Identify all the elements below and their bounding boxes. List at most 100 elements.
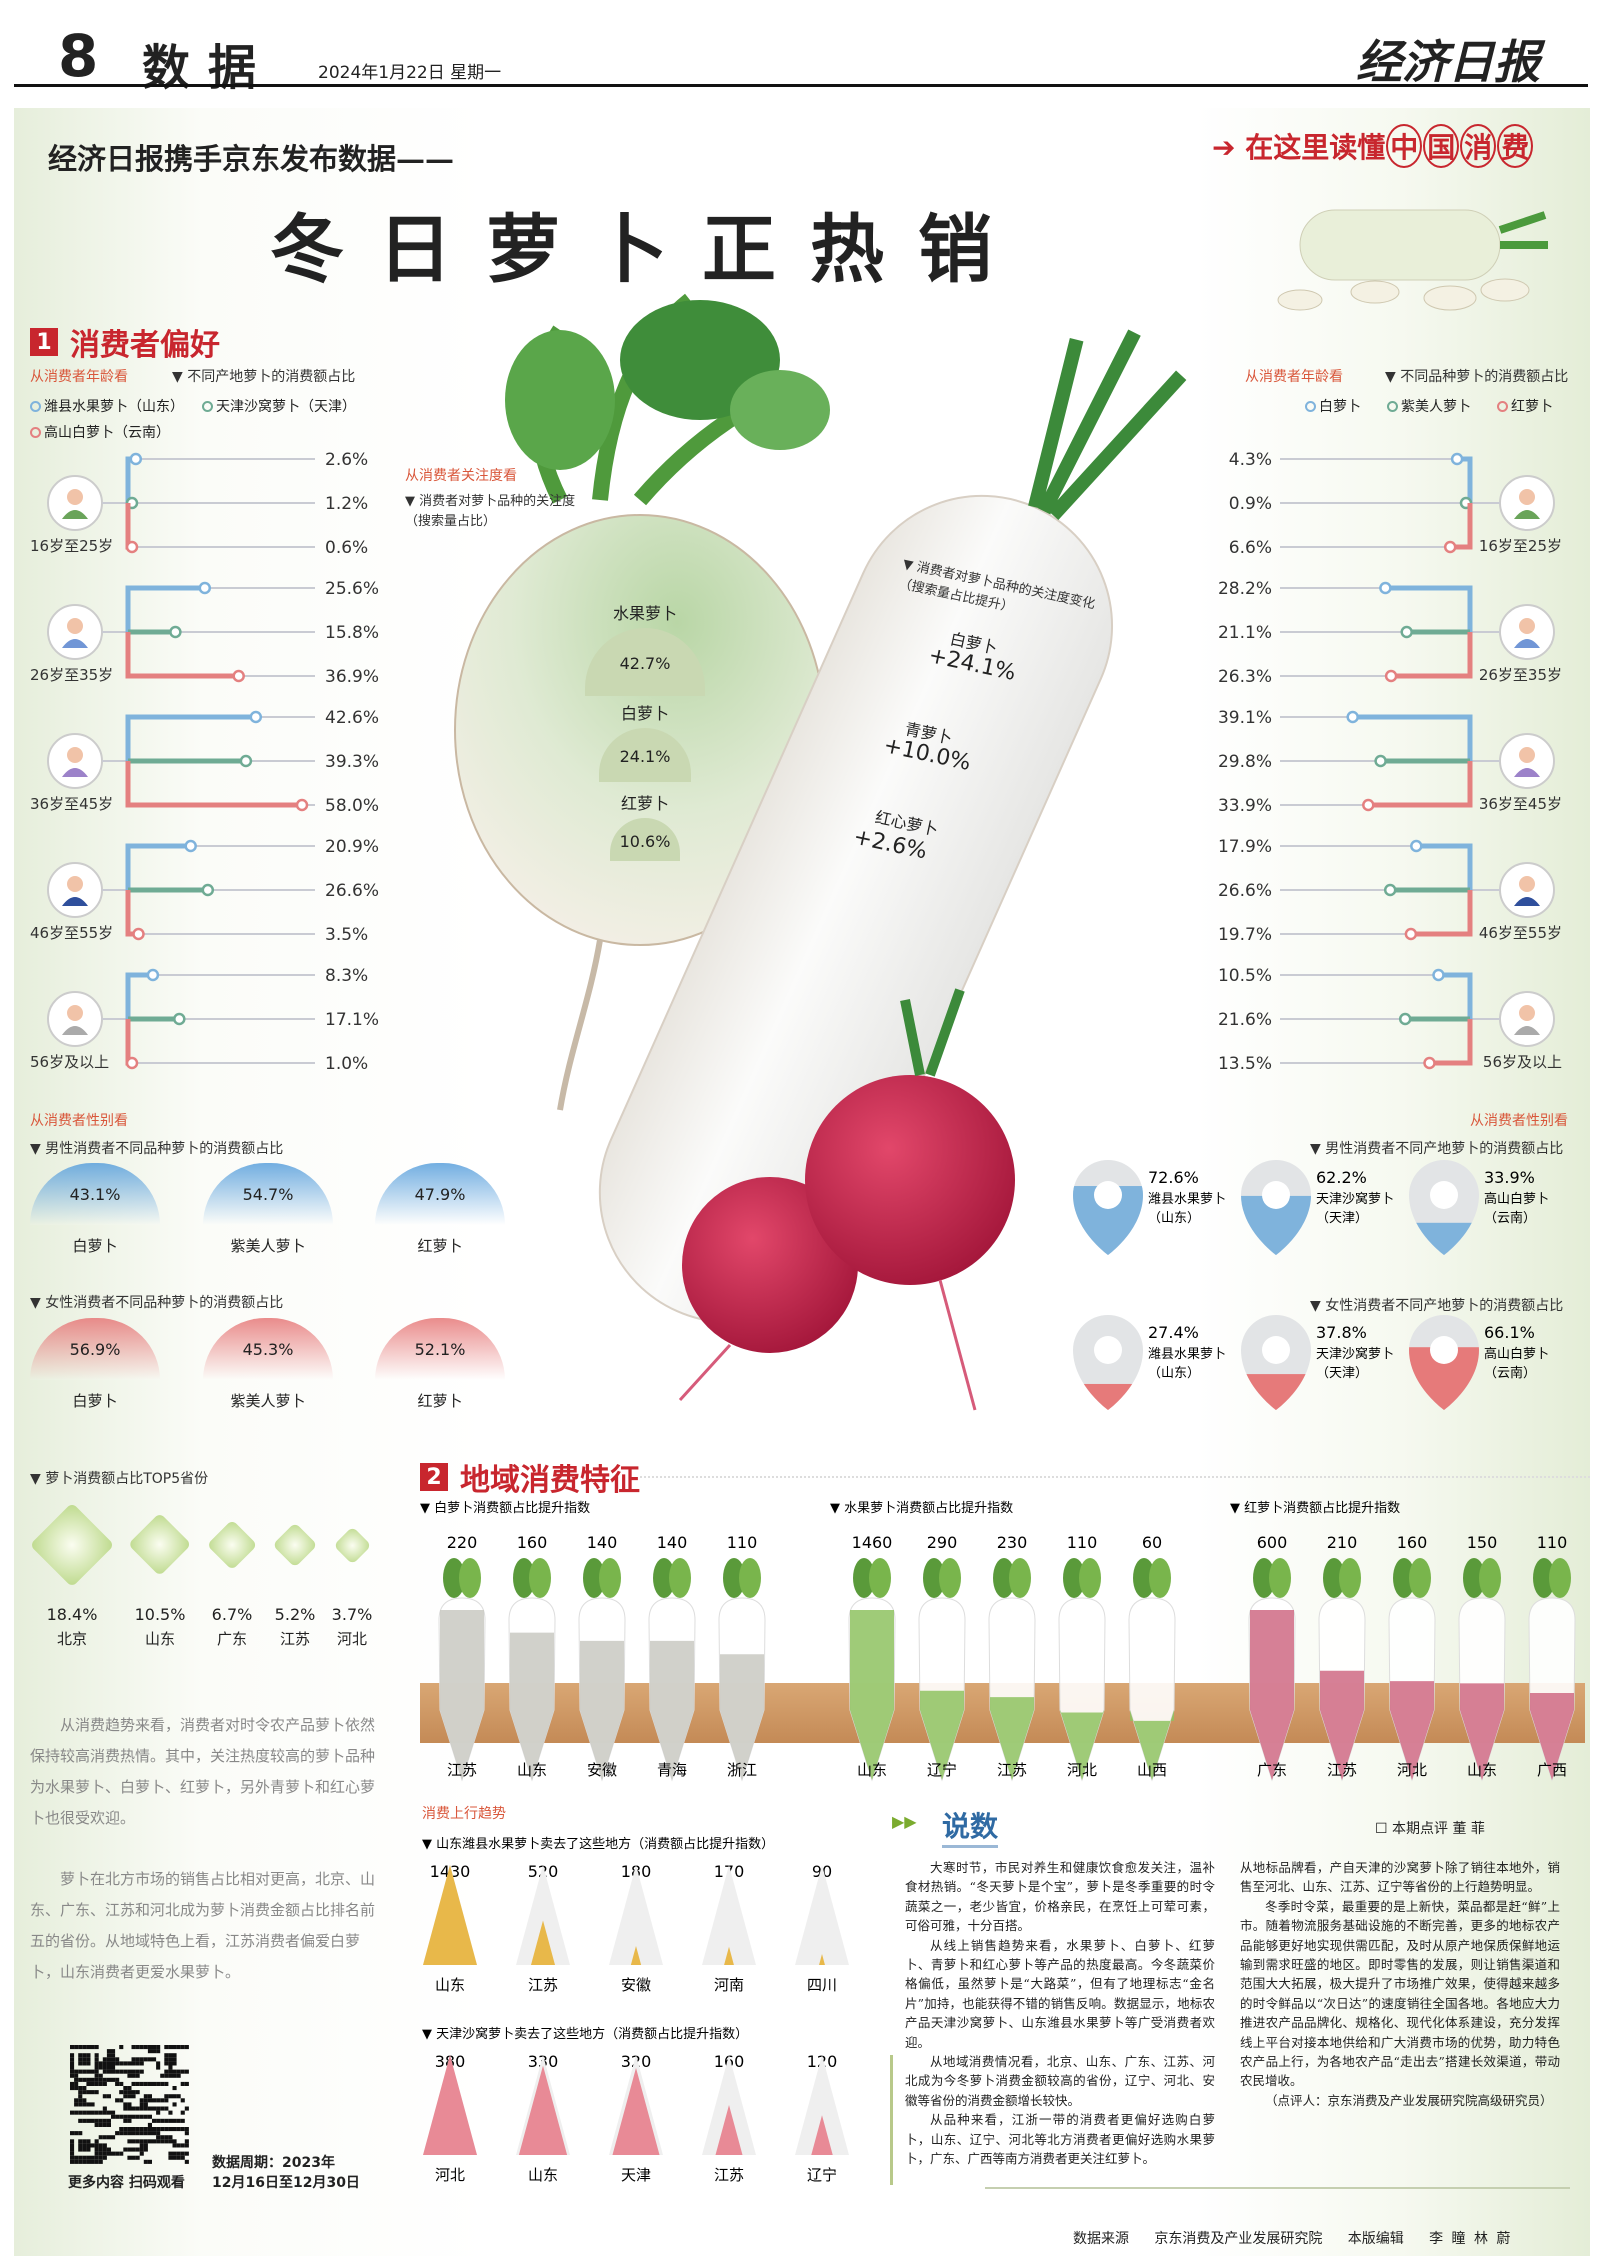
value-bar	[1429, 1019, 1473, 1066]
avatar-head	[1519, 618, 1535, 634]
avatar-body	[62, 1026, 88, 1035]
male-left-title: ▼ 男性消费者不同品种萝卜的消费额占比	[30, 1141, 284, 1157]
avatar-head	[67, 618, 83, 634]
age-label: 16岁至25岁	[1479, 537, 1562, 555]
pin-origin: （天津）	[1316, 1211, 1368, 1226]
radish-slices	[1277, 209, 1548, 311]
value-bar	[1450, 503, 1473, 550]
green-radish	[454, 293, 830, 1111]
gender-left-heading: 从消费者性别看	[30, 1113, 128, 1129]
value-label: 0.6%	[325, 538, 368, 558]
value-dot	[132, 927, 145, 941]
category-label: 安徽	[587, 1761, 617, 1779]
age-label: 56岁及以上	[30, 1053, 109, 1071]
index-value: 600	[1257, 1533, 1288, 1552]
variety-label: 红萝卜	[417, 1237, 463, 1255]
data-period-line1: 数据周期：2023年	[212, 2155, 335, 2171]
index-value: 1460	[852, 1533, 893, 1552]
headline-kicker: 经济日报携手京东发布数据——	[48, 142, 455, 176]
pin-origin: （山东）	[1148, 1211, 1200, 1226]
variety-label: 白萝卜	[72, 1392, 118, 1410]
value-label: 28.2%	[1218, 579, 1272, 599]
variety-label: 紫美人萝卜	[230, 1392, 306, 1410]
province-name: 广东	[216, 1630, 247, 1648]
qr-code[interactable]	[70, 2045, 190, 2165]
section-title: 地域消费特征	[460, 1463, 640, 1498]
avatar-body	[1514, 510, 1540, 519]
value-dot	[173, 1012, 186, 1026]
pin-value: 33.9%	[1484, 1168, 1535, 1187]
avatar-head	[67, 747, 83, 763]
leaf-icon	[1393, 1558, 1415, 1598]
value-dot	[1450, 452, 1464, 466]
age-label: 36岁至45岁	[30, 795, 113, 813]
radish-fill-bar	[510, 1632, 554, 1780]
age-right-heading: 从消费者年龄看	[1245, 369, 1343, 385]
section-number: 1	[30, 328, 58, 356]
double-arrow-icon: ▶▶	[892, 1812, 917, 1831]
value-label: 36.9%	[325, 667, 379, 687]
legend-item: 高山白萝卜（云南）	[30, 422, 170, 442]
radish-fill-bar	[440, 1610, 484, 1780]
value-dot	[125, 540, 139, 554]
category-label: 浙江	[727, 1761, 757, 1779]
value-label: 19.7%	[1218, 925, 1272, 945]
leaf-icon	[739, 1558, 761, 1598]
attention-name: 白萝卜	[620, 704, 669, 723]
value-bar	[125, 503, 132, 550]
radish-fill-bar	[1250, 1610, 1294, 1780]
gender-right-pins: 72.6% 潍县水果萝卜 （山东） 62.2% 天津沙窝萝卜 （天津） 33.9% 高山白萝卜…	[1073, 1160, 1549, 1410]
value-label: 10.5%	[1218, 966, 1272, 986]
value-label: 2.6%	[325, 450, 368, 470]
value-dot	[1432, 968, 1445, 982]
age-left-subtitle: ▼ 不同产地萝卜的消费额占比	[172, 369, 356, 385]
value-label: 6.6%	[1229, 538, 1272, 558]
leaf-icon	[1079, 1558, 1101, 1598]
triangle-bar	[795, 2115, 849, 2155]
paragraph: 大寒时节，市民对养生和健康饮食愈发关注，温补食材热销。“冬天萝卜是个宝”，萝卜是…	[905, 1860, 1215, 1934]
value-bar	[1391, 632, 1473, 679]
pin-origin: （云南）	[1484, 1210, 1536, 1226]
leaf-icon	[869, 1558, 891, 1598]
attention-subtitle: ▼ 消费者对萝卜品种的关注度（搜索量占比）	[405, 494, 576, 529]
variety-label: 红萝卜	[417, 1392, 463, 1410]
age-label: 16岁至25岁	[30, 537, 113, 555]
subtitle-text: 女性消费者不同产地萝卜的消费额占比	[1325, 1298, 1564, 1314]
value-label: 17.9%	[1218, 837, 1272, 857]
variety-label: 紫美人萝卜	[230, 1237, 306, 1255]
editor-names: 李 瞳 林 蔚	[1429, 2231, 1511, 2247]
value-label: 29.8%	[1218, 752, 1272, 772]
triangle-bar	[516, 1920, 570, 1965]
value-label: 15.8%	[325, 623, 379, 643]
triangle-track	[795, 1865, 849, 1965]
value-bar	[125, 843, 191, 890]
chart-title: ▼ 山东潍县水果萝卜卖去了这些地方（消费额占比提升指数）	[422, 1836, 774, 1852]
index-value: 60	[1142, 1533, 1162, 1552]
pin-value: 66.1%	[1484, 1323, 1535, 1342]
category-label: 江苏	[997, 1761, 1027, 1779]
category-label: 青海	[657, 1761, 687, 1779]
leaf-icon	[1533, 1558, 1555, 1598]
province-name: 北京	[56, 1630, 87, 1648]
radish-fill-bar	[650, 1640, 694, 1780]
age-label: 26岁至35岁	[30, 666, 113, 684]
avatar-body	[1514, 639, 1540, 648]
header-rule	[14, 84, 1588, 87]
legend-label: 紫美人萝卜	[1401, 399, 1471, 415]
variety-label: 白萝卜	[72, 1237, 118, 1255]
value-label: 42.6%	[325, 708, 379, 728]
legend-item: 紫美人萝卜	[1387, 396, 1471, 416]
value-label: 8.3%	[325, 966, 368, 986]
leaf-icon	[939, 1558, 961, 1598]
tag-prefix: 在这里读懂	[1245, 131, 1386, 164]
value-dot	[125, 1056, 139, 1070]
category-label: 江苏	[1327, 1761, 1357, 1779]
category-label: 江苏	[447, 1761, 477, 1779]
leaf-icon	[1063, 1558, 1085, 1598]
leaf-icon	[669, 1558, 691, 1598]
category-label: 辽宁	[927, 1761, 957, 1779]
triangle-bar	[423, 2055, 477, 2155]
category-label: 广东	[1257, 1761, 1287, 1779]
triangle-track	[702, 1865, 756, 1965]
value-bar	[1368, 761, 1473, 808]
